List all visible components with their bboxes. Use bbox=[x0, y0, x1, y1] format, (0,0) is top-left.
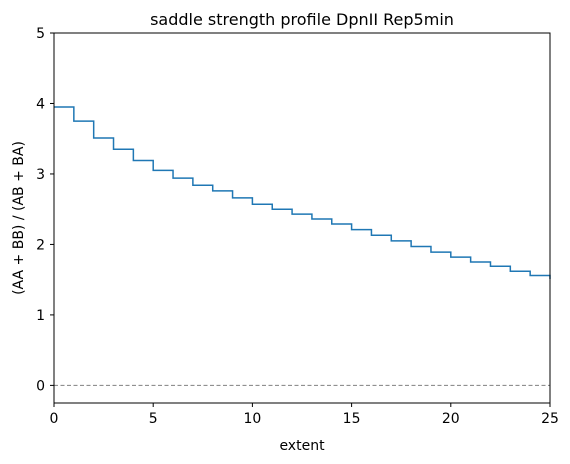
x-tick-label: 0 bbox=[50, 411, 59, 427]
x-tick-label: 10 bbox=[243, 411, 261, 427]
axes: 0 5 10 15 20 25 0 1 2 3 4 5 bbox=[36, 26, 559, 427]
x-tick-label: 15 bbox=[343, 411, 361, 427]
x-tick-label: 20 bbox=[442, 411, 460, 427]
x-tick-label: 25 bbox=[541, 411, 559, 427]
y-tick-label: 5 bbox=[36, 26, 45, 42]
series-line bbox=[54, 106, 551, 279]
y-tick-label: 3 bbox=[36, 167, 45, 183]
y-tick-label: 2 bbox=[36, 237, 45, 253]
y-tick-label: 0 bbox=[36, 378, 45, 394]
plot-area bbox=[54, 106, 551, 386]
plot-frame bbox=[53, 32, 551, 404]
chart-title: saddle strength profile DpnII Rep5min bbox=[150, 10, 454, 29]
x-tick-label: 5 bbox=[149, 411, 158, 427]
x-axis-label: extent bbox=[279, 438, 325, 454]
y-tick-label: 4 bbox=[36, 96, 45, 112]
y-tick-label: 1 bbox=[36, 308, 45, 324]
y-axis-label: (AA + BB) / (AB + BA) bbox=[11, 141, 27, 295]
